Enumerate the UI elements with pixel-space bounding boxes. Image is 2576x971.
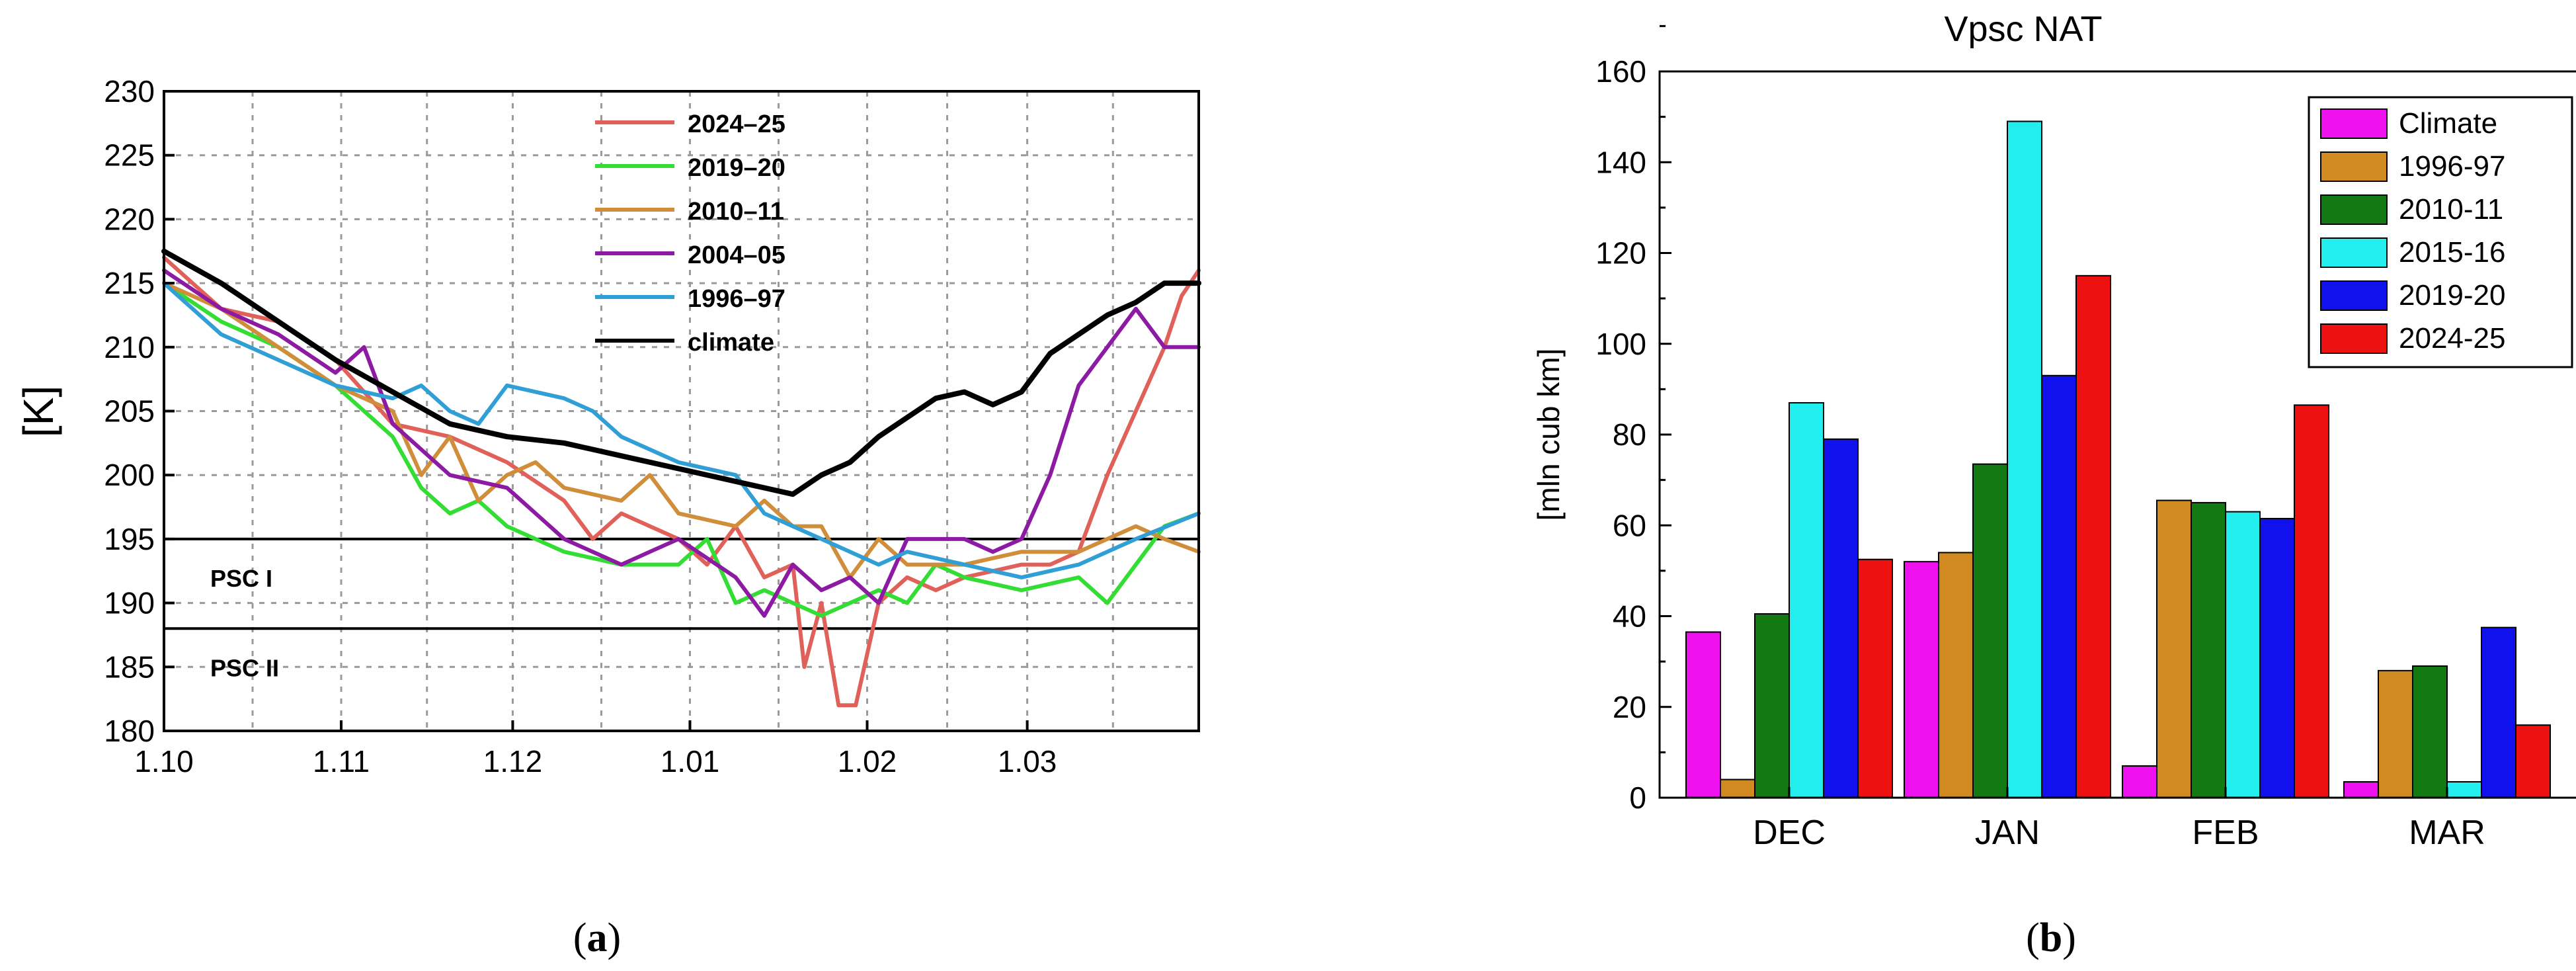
legend-label: 2010–11 xyxy=(688,198,784,226)
bar xyxy=(1938,552,1974,798)
bar xyxy=(2446,781,2482,798)
y-tick-label: 210 xyxy=(104,330,155,364)
bar xyxy=(2259,517,2295,798)
x-tick-label: 1.11 xyxy=(313,744,370,779)
legend-label: Climate xyxy=(2399,107,2497,140)
legend-box xyxy=(2308,96,2573,368)
bar xyxy=(1857,558,1893,798)
bar xyxy=(2041,374,2077,798)
threshold-label: PSC I xyxy=(210,565,272,592)
legend-swatch xyxy=(2320,280,2388,311)
series-line xyxy=(162,281,1201,579)
vpsc-legend: Climate 1996-97 2010-11 2015-16 2019-20 2024-… xyxy=(2308,96,2573,368)
temperature-legend: 2024–25 2019–20 2010–11 2004–05 1996–97 clima… xyxy=(595,110,785,357)
series-line xyxy=(162,255,1201,708)
bar xyxy=(2481,626,2516,798)
series-line xyxy=(162,268,1201,618)
legend-label: 2004–05 xyxy=(688,241,785,269)
bar xyxy=(1754,613,1790,798)
x-tick-label: DEC xyxy=(1753,814,1826,852)
legend-label: climate xyxy=(688,329,774,357)
y-tick-label: 220 xyxy=(104,202,155,236)
y-tick-label: 205 xyxy=(104,394,155,429)
legend-swatch xyxy=(2320,108,2388,139)
bar xyxy=(2075,274,2111,798)
y-tick-label: 0 xyxy=(1629,781,1646,815)
y-tick-label: 185 xyxy=(104,650,155,684)
bar xyxy=(2343,781,2379,798)
y-tick-label: 140 xyxy=(1595,145,1646,179)
legend-label: 2019-20 xyxy=(2399,279,2505,312)
bar xyxy=(2225,511,2261,798)
y-tick-label: 100 xyxy=(1595,327,1646,361)
bar xyxy=(1720,779,1755,799)
bar xyxy=(1972,463,2008,798)
panel-b-letter: b xyxy=(2040,915,2062,960)
series-line xyxy=(162,281,1201,618)
threshold-label: PSC II xyxy=(210,654,279,681)
vpsc-x-ticks: DEC JAN FEB MAR xyxy=(1753,787,2485,852)
y-tick-label: 215 xyxy=(104,266,155,300)
y-tick-label: 160 xyxy=(1595,54,1646,89)
y-tick-label: 60 xyxy=(1613,508,1646,542)
bar xyxy=(2412,665,2448,798)
bar xyxy=(2378,669,2413,798)
bar xyxy=(2007,120,2042,799)
x-tick-label: 1.03 xyxy=(998,744,1057,779)
y-tick-label: 190 xyxy=(104,586,155,620)
y-tick-label: 20 xyxy=(1613,690,1646,724)
legend-label: 1996-97 xyxy=(2399,150,2505,183)
bar xyxy=(2122,765,2157,799)
bar xyxy=(1685,631,1721,798)
bar xyxy=(1789,401,1824,798)
x-tick-label: 1.02 xyxy=(838,744,897,779)
vpsc-chart-title: Vpsc NAT xyxy=(1944,9,2102,49)
legend-label: 2015-16 xyxy=(2399,236,2505,269)
legend-label: 2024-25 xyxy=(2399,322,2505,355)
bar xyxy=(2191,501,2226,798)
y-tick-label: 40 xyxy=(1613,599,1646,634)
vpsc-bars xyxy=(1685,120,2551,799)
y-tick-label: 230 xyxy=(104,74,155,108)
y-tick-label: 200 xyxy=(104,458,155,492)
legend-label: 2024–25 xyxy=(688,110,785,138)
y-tick-label: 80 xyxy=(1613,417,1646,452)
y-tick-label: 180 xyxy=(104,714,155,748)
temperature-x-ticks: 1.10 1.11 1.12 1.01 1.02 1.03 xyxy=(134,720,1057,779)
series-line xyxy=(161,248,1201,497)
y-tick-label: 195 xyxy=(104,522,155,556)
bar xyxy=(2156,499,2192,798)
legend-swatch xyxy=(2320,237,2388,268)
x-tick-label: 1.01 xyxy=(661,744,720,779)
y-tick-label: 225 xyxy=(104,138,155,173)
temperature-y-axis-label: [K] xyxy=(15,386,62,437)
bar xyxy=(1904,561,1939,799)
bar xyxy=(2294,404,2329,798)
bar xyxy=(2515,724,2551,798)
panel-a-letter: a xyxy=(587,915,608,960)
legend-swatch xyxy=(2320,194,2388,225)
temperature-y-ticks: 180 185 190 195 200 205 210 215 220 225 230 xyxy=(104,74,175,748)
x-tick-label: JAN xyxy=(1975,814,2040,852)
bar xyxy=(1823,438,1859,798)
legend-swatch xyxy=(2320,151,2388,182)
x-tick-label: 1.10 xyxy=(134,744,194,779)
vpsc-y-ticks: 0 20 40 60 80 100 120 140 160 xyxy=(1595,24,1671,815)
legend-label: 1996–97 xyxy=(688,285,785,313)
panel-b-caption: (b) xyxy=(2026,915,2076,960)
legend-swatch xyxy=(2320,323,2388,354)
panel-a-caption: (a) xyxy=(573,915,621,960)
x-tick-label: MAR xyxy=(2409,814,2485,852)
x-tick-label: 1.12 xyxy=(483,744,543,779)
vpsc-y-axis-label: [mln cub km] xyxy=(1531,349,1566,521)
temperature-series xyxy=(161,248,1201,708)
y-tick-label: 120 xyxy=(1595,236,1646,271)
x-tick-label: FEB xyxy=(2192,814,2259,852)
legend-label: 2019–20 xyxy=(688,154,785,182)
legend-label: 2010-11 xyxy=(2399,193,2503,226)
vpsc-bar-chart: Vpsc NAT 0 20 40 60 80 100 120 140 160 DEC JAN FEB… xyxy=(1531,9,2576,960)
